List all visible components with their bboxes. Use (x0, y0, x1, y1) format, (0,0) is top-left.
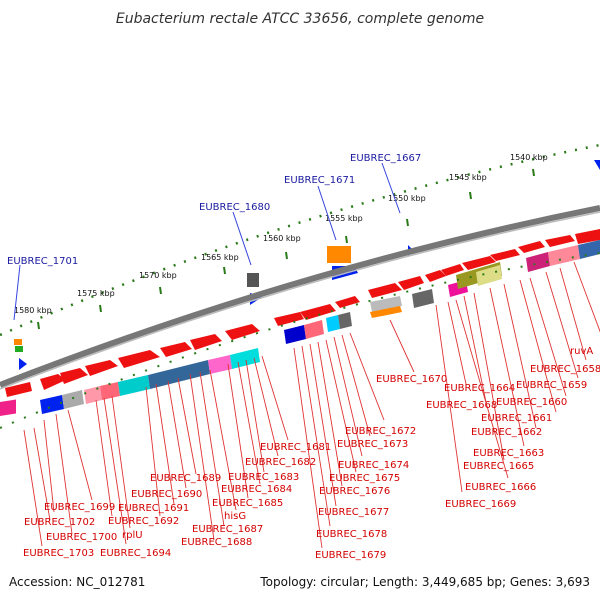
gene-label: EUBREC_1687 (192, 524, 263, 535)
gene-label: EUBREC_1665 (463, 461, 534, 472)
inner-scale-ring (0, 252, 600, 429)
kbp-label: 1570 kbp (139, 271, 177, 280)
gene-label: EUBREC_1676 (319, 486, 390, 497)
gene-label: EUBREC_1674 (338, 460, 409, 471)
gene-label: EUBREC_1663 (473, 448, 544, 459)
genome-backbone-shadow (0, 211, 600, 390)
gene-label: EUBREC_1702 (24, 517, 95, 528)
forward-genes (5, 229, 600, 397)
gene-label: rplU (122, 530, 143, 541)
gene-label: EUBREC_1689 (150, 473, 221, 484)
kbp-label: 1550 kbp (388, 194, 426, 203)
gene-label: EUBREC_1683 (228, 472, 299, 483)
gene-label: EUBREC_1682 (245, 457, 316, 468)
gene-label: EUBREC_1670 (376, 374, 447, 385)
gene-label: EUBREC_1661 (481, 413, 552, 424)
top-callout-lines (13, 162, 401, 321)
gene-label: hisG (224, 511, 246, 522)
gene-label: EUBREC_1664 (444, 383, 515, 394)
kbp-label: 1565 kbp (201, 253, 239, 262)
gene-label: EUBREC_1666 (465, 482, 536, 493)
summary-text: Topology: circular; Length: 3,449,685 bp… (259, 575, 590, 589)
gene-label: EUBREC_1685 (212, 498, 283, 509)
kbp-label: 1540 kbp (510, 153, 548, 162)
kbp-label: 1575 kbp (77, 289, 115, 298)
gene-labels-mid: EUBREC_1672 EUBREC_1673 EUBREC_1674 EUBR… (108, 426, 416, 561)
gene-label-top: EUBREC_1667 (350, 153, 421, 164)
gene-labels-right: ruvA EUBREC_1658 EUBREC_1659 EUBREC_1660… (376, 346, 600, 510)
gene-label: EUBREC_1677 (318, 507, 389, 518)
gene-label: EUBREC_1688 (181, 537, 252, 548)
gene-label: EUBREC_1699 (44, 502, 115, 513)
gene-label: EUBREC_1672 (345, 426, 416, 437)
gene-label-top: EUBREC_1701 (7, 256, 78, 267)
gene-label: EUBREC_1662 (471, 427, 542, 438)
gene-label: EUBREC_1684 (221, 484, 292, 495)
gene-label: EUBREC_1668 (426, 400, 497, 411)
accession-text: Accession: NC_012781 (9, 575, 145, 589)
kbp-scale-ring (0, 143, 600, 337)
gene-label: EUBREC_1673 (337, 439, 408, 450)
gene-label: ruvA (570, 346, 593, 357)
kbp-label: 1580 kbp (14, 306, 52, 315)
gene-labels-left: EUBREC_1699 EUBREC_1702 EUBREC_1700 rplU… (23, 502, 171, 559)
kbp-label: 1555 kbp (325, 214, 363, 223)
kbp-labels: 1540 kbp 1545 kbp 1550 kbp 1555 kbp 1560… (14, 153, 548, 315)
gene-label: EUBREC_1690 (131, 489, 202, 500)
bottom-callout-lines (23, 261, 600, 549)
kbp-tick-marks (37, 168, 535, 330)
gene-label-top: EUBREC_1671 (284, 175, 355, 186)
gene-label: EUBREC_1703 (23, 548, 94, 559)
kbp-label: 1545 kbp (449, 173, 487, 182)
kbp-label: 1560 kbp (263, 234, 301, 243)
gene-label: EUBREC_1659 (516, 380, 587, 391)
gene-label-top: EUBREC_1680 (199, 202, 270, 213)
annotation-band (0, 240, 600, 416)
gene-label: EUBREC_1700 (46, 532, 117, 543)
gene-label: EUBREC_1675 (329, 473, 400, 484)
genome-backbone (0, 205, 600, 388)
gene-label: EUBREC_1669 (445, 499, 516, 510)
gene-label: EUBREC_1660 (496, 397, 567, 408)
gene-label: EUBREC_1691 (118, 503, 189, 514)
gene-label: EUBREC_1692 (108, 516, 179, 527)
page-title: Eubacterium rectale ATCC 33656, complete… (116, 11, 484, 27)
gene-label: EUBREC_1681 (260, 442, 331, 453)
gene-label: EUBREC_1679 (315, 550, 386, 561)
gene-label: EUBREC_1694 (100, 548, 171, 559)
gene-label: EUBREC_1678 (316, 529, 387, 540)
gene-label: EUBREC_1658 (530, 364, 600, 375)
